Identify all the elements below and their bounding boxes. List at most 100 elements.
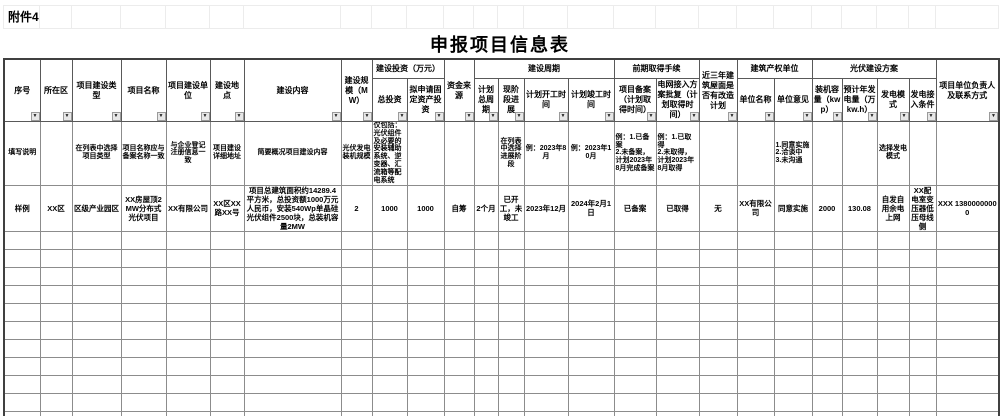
cell[interactable] [698, 374, 738, 394]
cell[interactable] [371, 356, 408, 376]
cell[interactable] [655, 248, 700, 268]
cell[interactable] [841, 248, 878, 268]
cell[interactable] [908, 284, 937, 304]
cell[interactable]: 在列表中选择项目类型 [71, 121, 122, 186]
cell[interactable] [908, 338, 937, 358]
cell[interactable] [876, 356, 910, 376]
cell[interactable] [935, 302, 1000, 322]
cell[interactable] [120, 320, 167, 340]
cell[interactable] [655, 230, 700, 250]
cell[interactable] [523, 248, 569, 268]
cell[interactable] [3, 338, 41, 358]
cell[interactable] [523, 356, 569, 376]
cell[interactable] [841, 410, 878, 416]
cell[interactable] [165, 338, 211, 358]
cell[interactable] [841, 302, 878, 322]
cell[interactable] [340, 320, 373, 340]
cell[interactable] [908, 266, 937, 286]
cell[interactable]: XX配电室变压器低压母线侧 [908, 184, 937, 232]
cell[interactable] [876, 266, 910, 286]
cell[interactable]: 在列表中选择进展阶段 [497, 121, 525, 186]
cell[interactable] [473, 356, 499, 376]
cell[interactable]: 填写说明 [3, 121, 41, 186]
cell[interactable] [406, 248, 445, 268]
filter-dropdown-icon[interactable]: ▼ [727, 112, 736, 121]
cell[interactable] [613, 374, 657, 394]
cell[interactable]: XX有限公司 [165, 184, 211, 232]
cell[interactable] [613, 284, 657, 304]
cell[interactable] [340, 374, 373, 394]
cell[interactable] [841, 392, 878, 412]
cell[interactable] [39, 248, 73, 268]
cell[interactable] [841, 356, 878, 376]
cell[interactable] [497, 230, 525, 250]
filter-dropdown-icon[interactable]: ▼ [514, 112, 523, 121]
cell[interactable] [371, 410, 408, 416]
filter-dropdown-icon[interactable]: ▼ [156, 112, 165, 121]
cell[interactable] [71, 266, 122, 286]
cell[interactable] [406, 266, 445, 286]
cell[interactable]: 样例 [3, 184, 41, 232]
cell[interactable] [165, 302, 211, 322]
cell[interactable] [773, 248, 813, 268]
cell[interactable] [3, 230, 41, 250]
cell[interactable] [473, 338, 499, 358]
cell[interactable] [497, 392, 525, 412]
cell[interactable] [39, 284, 73, 304]
cell[interactable] [613, 320, 657, 340]
cell[interactable] [120, 392, 167, 412]
cell[interactable] [773, 410, 813, 416]
cell[interactable] [841, 266, 878, 286]
cell[interactable]: XX区 [39, 184, 73, 232]
filter-dropdown-icon[interactable]: ▼ [689, 112, 698, 121]
filter-dropdown-icon[interactable]: ▼ [200, 112, 209, 121]
cell[interactable] [811, 266, 843, 286]
cell[interactable] [497, 248, 525, 268]
cell[interactable]: 项目建设详细地址 [209, 121, 245, 186]
cell[interactable] [443, 248, 475, 268]
cell[interactable] [443, 266, 475, 286]
cell[interactable] [811, 320, 843, 340]
cell[interactable] [935, 230, 1000, 250]
cell[interactable]: 项目名称应与备案名称一致 [120, 121, 167, 186]
filter-dropdown-icon[interactable]: ▼ [234, 112, 243, 121]
cell[interactable] [811, 392, 843, 412]
cell[interactable] [773, 374, 813, 394]
cell[interactable] [736, 284, 775, 304]
cell[interactable] [567, 302, 615, 322]
cell[interactable] [120, 356, 167, 376]
cell[interactable] [209, 248, 245, 268]
filter-dropdown-icon[interactable]: ▼ [434, 112, 443, 121]
cell[interactable] [876, 230, 910, 250]
cell[interactable] [655, 338, 700, 358]
cell[interactable] [209, 410, 245, 416]
cell[interactable] [908, 392, 937, 412]
cell[interactable] [406, 374, 445, 394]
cell[interactable] [841, 374, 878, 394]
cell[interactable] [39, 230, 73, 250]
cell[interactable] [613, 410, 657, 416]
cell[interactable] [876, 248, 910, 268]
cell[interactable] [340, 302, 373, 322]
cell[interactable] [243, 392, 342, 412]
cell[interactable] [443, 410, 475, 416]
cell[interactable] [523, 374, 569, 394]
cell[interactable] [473, 410, 499, 416]
cell[interactable] [497, 410, 525, 416]
cell[interactable] [698, 266, 738, 286]
cell[interactable] [243, 338, 342, 358]
cell[interactable] [567, 320, 615, 340]
cell[interactable]: 例：1.已取得 2.未取得，计划2023年8月取得 [655, 121, 700, 186]
cell[interactable]: 1000 [371, 184, 408, 232]
cell[interactable] [655, 374, 700, 394]
cell[interactable] [567, 356, 615, 376]
cell[interactable] [876, 392, 910, 412]
cell[interactable] [876, 320, 910, 340]
cell[interactable] [473, 392, 499, 412]
cell[interactable]: 2 [340, 184, 373, 232]
cell[interactable] [371, 374, 408, 394]
cell[interactable] [473, 320, 499, 340]
cell[interactable] [165, 284, 211, 304]
cell[interactable] [736, 302, 775, 322]
cell[interactable] [698, 121, 738, 186]
